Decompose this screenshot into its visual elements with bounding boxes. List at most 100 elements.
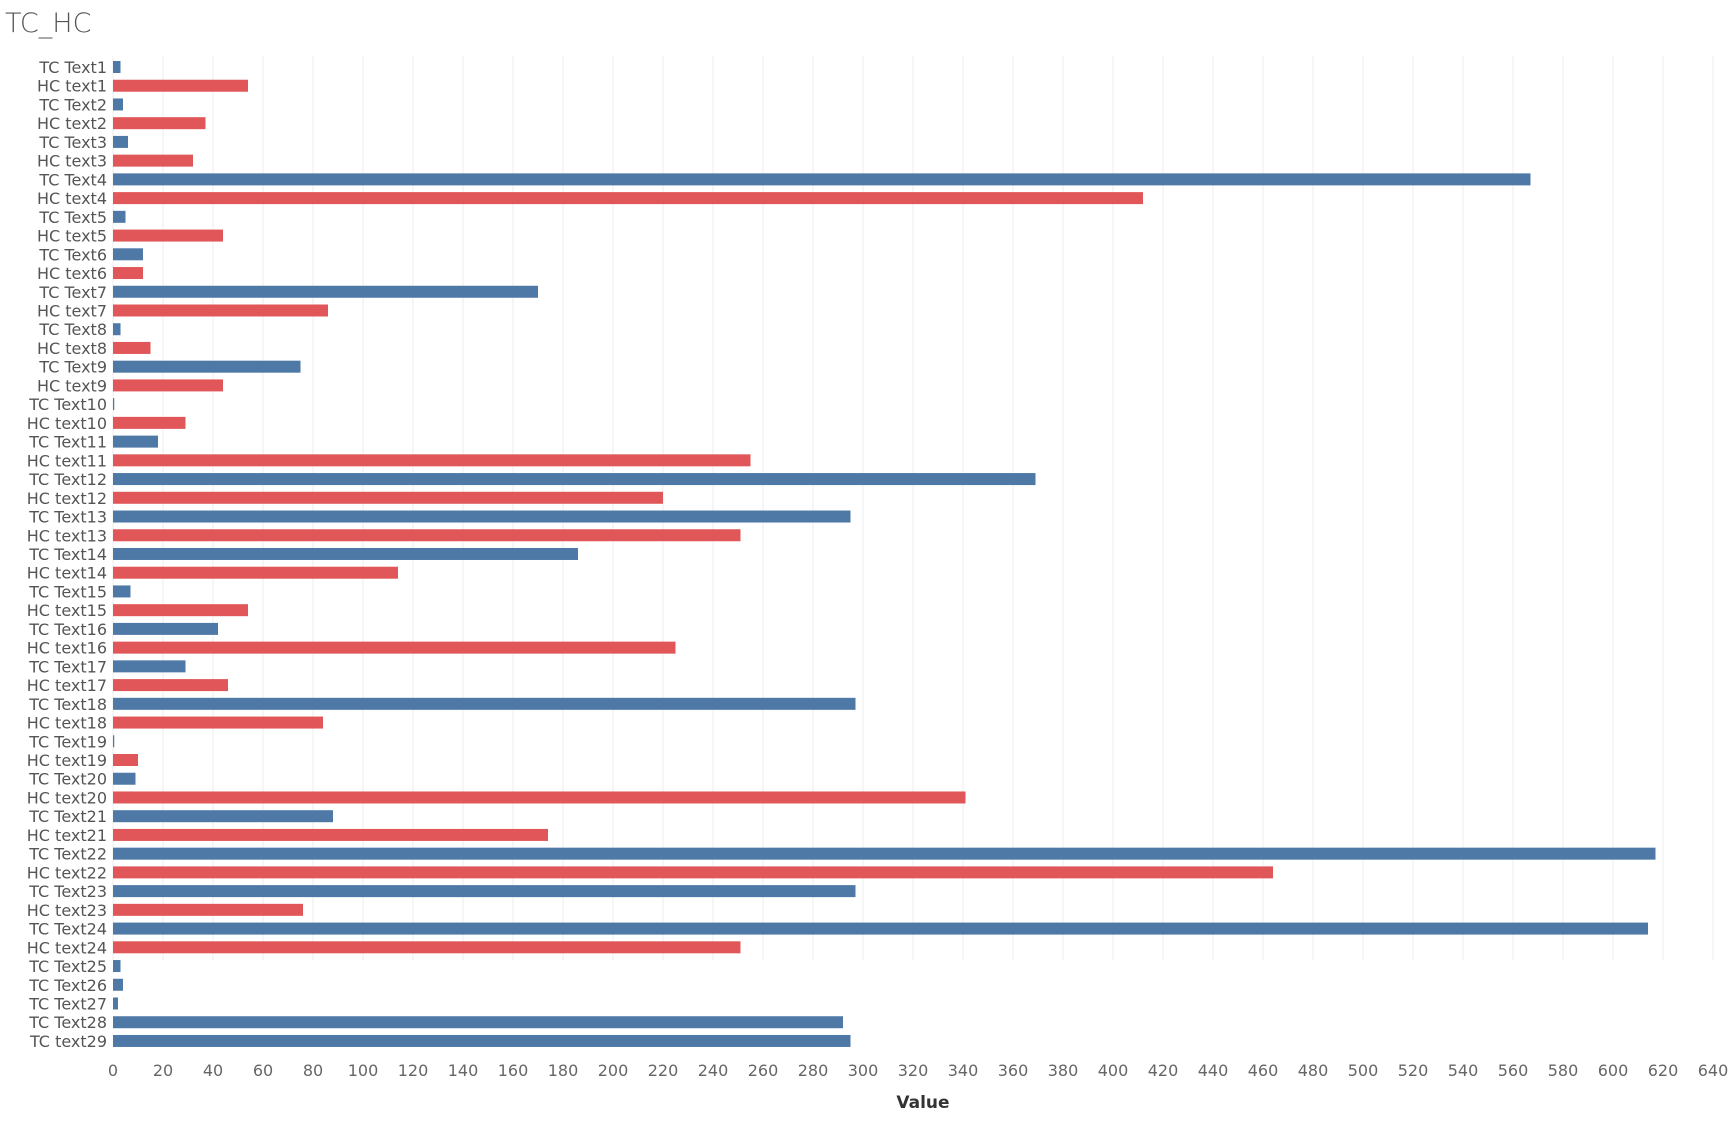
category-label: HC text24 bbox=[27, 938, 107, 957]
bar-tc-text29[interactable] bbox=[113, 1034, 851, 1047]
bar-tc-text27[interactable] bbox=[113, 997, 118, 1010]
category-label: TC Text13 bbox=[28, 508, 107, 527]
bar-tc-text28[interactable] bbox=[113, 1016, 843, 1029]
category-label: HC text4 bbox=[37, 189, 107, 208]
chart-title: TC_HC bbox=[5, 8, 92, 39]
bar-hc-text13[interactable] bbox=[113, 529, 741, 542]
category-label: HC text13 bbox=[27, 526, 107, 545]
bar-tc-text16[interactable] bbox=[113, 622, 218, 635]
category-label: TC Text11 bbox=[28, 433, 107, 452]
category-label: TC Text5 bbox=[38, 208, 107, 227]
bar-tc-text3[interactable] bbox=[113, 135, 128, 148]
bar-hc-text17[interactable] bbox=[113, 679, 228, 692]
bar-hc-text11[interactable] bbox=[113, 454, 751, 467]
category-label: TC Text14 bbox=[28, 545, 107, 564]
bar-hc-text12[interactable] bbox=[113, 491, 663, 504]
bar-hc-text9[interactable] bbox=[113, 379, 223, 392]
bar-hc-text14[interactable] bbox=[113, 566, 398, 579]
x-tick-label: 600 bbox=[1598, 1061, 1629, 1080]
x-tick-label: 180 bbox=[548, 1061, 579, 1080]
bar-tc-text22[interactable] bbox=[113, 847, 1656, 860]
bar-tc-text4[interactable] bbox=[113, 173, 1531, 186]
category-label: TC Text10 bbox=[28, 395, 107, 414]
category-label: HC text18 bbox=[27, 714, 107, 733]
bar-hc-text10[interactable] bbox=[113, 416, 186, 429]
x-tick-label: 500 bbox=[1348, 1061, 1379, 1080]
x-tick-label: 240 bbox=[698, 1061, 729, 1080]
bar-tc-text8[interactable] bbox=[113, 323, 121, 336]
category-label: HC text14 bbox=[27, 564, 107, 583]
category-label: HC text21 bbox=[27, 826, 107, 845]
x-tick-label: 580 bbox=[1548, 1061, 1579, 1080]
bars bbox=[113, 61, 1656, 1047]
bar-hc-text20[interactable] bbox=[113, 791, 966, 804]
bar-tc-text5[interactable] bbox=[113, 210, 126, 223]
bar-hc-text8[interactable] bbox=[113, 341, 151, 354]
bar-hc-text15[interactable] bbox=[113, 604, 248, 617]
bar-hc-text18[interactable] bbox=[113, 716, 323, 729]
bar-hc-text6[interactable] bbox=[113, 267, 143, 280]
bar-tc-text13[interactable] bbox=[113, 510, 851, 523]
bar-tc-text1[interactable] bbox=[113, 61, 121, 73]
category-label: TC Text18 bbox=[28, 695, 107, 714]
bar-tc-text19[interactable] bbox=[113, 735, 115, 748]
bar-hc-text5[interactable] bbox=[113, 229, 223, 242]
bar-tc-text23[interactable] bbox=[113, 885, 856, 898]
bar-tc-text15[interactable] bbox=[113, 585, 131, 598]
bar-tc-text14[interactable] bbox=[113, 547, 578, 560]
bar-hc-text21[interactable] bbox=[113, 828, 548, 841]
x-tick-label: 520 bbox=[1398, 1061, 1429, 1080]
bar-tc-text10[interactable] bbox=[113, 398, 115, 411]
bar-hc-text23[interactable] bbox=[113, 903, 303, 916]
bar-hc-text16[interactable] bbox=[113, 641, 676, 654]
bar-hc-text3[interactable] bbox=[113, 154, 193, 167]
category-label: TC Text1 bbox=[38, 58, 107, 77]
bar-tc-text26[interactable] bbox=[113, 978, 123, 991]
x-tick-label: 380 bbox=[1048, 1061, 1079, 1080]
x-tick-label: 360 bbox=[998, 1061, 1029, 1080]
x-tick-label: 80 bbox=[303, 1061, 323, 1080]
x-tick-label: 140 bbox=[448, 1061, 479, 1080]
category-label: TC Text25 bbox=[28, 957, 107, 976]
bar-tc-text18[interactable] bbox=[113, 697, 856, 710]
x-tick-label: 60 bbox=[253, 1061, 273, 1080]
category-label: HC text19 bbox=[27, 751, 107, 770]
bar-tc-text17[interactable] bbox=[113, 660, 186, 673]
category-label: TC Text26 bbox=[28, 976, 107, 995]
category-label: HC text22 bbox=[27, 863, 107, 882]
category-label: TC Text9 bbox=[38, 358, 107, 377]
x-tick-label: 340 bbox=[948, 1061, 979, 1080]
bar-tc-text20[interactable] bbox=[113, 772, 136, 785]
bar-tc-text6[interactable] bbox=[113, 248, 143, 261]
bar-hc-text1[interactable] bbox=[113, 79, 248, 92]
bar-tc-text24[interactable] bbox=[113, 922, 1648, 935]
category-label: HC text7 bbox=[37, 301, 107, 320]
x-axis-title: Value bbox=[896, 1093, 949, 1113]
bar-tc-text25[interactable] bbox=[113, 960, 121, 973]
category-label: HC text23 bbox=[27, 901, 107, 920]
x-tick-label: 280 bbox=[798, 1061, 829, 1080]
category-label: HC text1 bbox=[37, 77, 107, 96]
category-label: TC Text24 bbox=[28, 920, 107, 939]
category-label: TC Text7 bbox=[38, 283, 107, 302]
bar-tc-text7[interactable] bbox=[113, 285, 538, 298]
category-label: HC text10 bbox=[27, 414, 107, 433]
x-tick-label: 620 bbox=[1648, 1061, 1679, 1080]
bar-hc-text24[interactable] bbox=[113, 941, 741, 954]
category-label: TC Text12 bbox=[28, 470, 107, 489]
bar-tc-text12[interactable] bbox=[113, 473, 1036, 486]
category-label: HC text15 bbox=[27, 601, 107, 620]
x-tick-label: 160 bbox=[498, 1061, 529, 1080]
bar-tc-text21[interactable] bbox=[113, 810, 333, 823]
bar-hc-text4[interactable] bbox=[113, 192, 1143, 205]
category-label: TC Text19 bbox=[28, 732, 107, 751]
bar-tc-text9[interactable] bbox=[113, 360, 301, 373]
bar-hc-text2[interactable] bbox=[113, 117, 206, 130]
bar-hc-text7[interactable] bbox=[113, 304, 328, 317]
category-label: TC Text23 bbox=[28, 882, 107, 901]
bar-tc-text2[interactable] bbox=[113, 98, 123, 111]
bar-tc-text11[interactable] bbox=[113, 435, 158, 448]
bar-hc-text22[interactable] bbox=[113, 866, 1273, 879]
bar-hc-text19[interactable] bbox=[113, 754, 138, 767]
category-label: TC Text16 bbox=[28, 620, 107, 639]
